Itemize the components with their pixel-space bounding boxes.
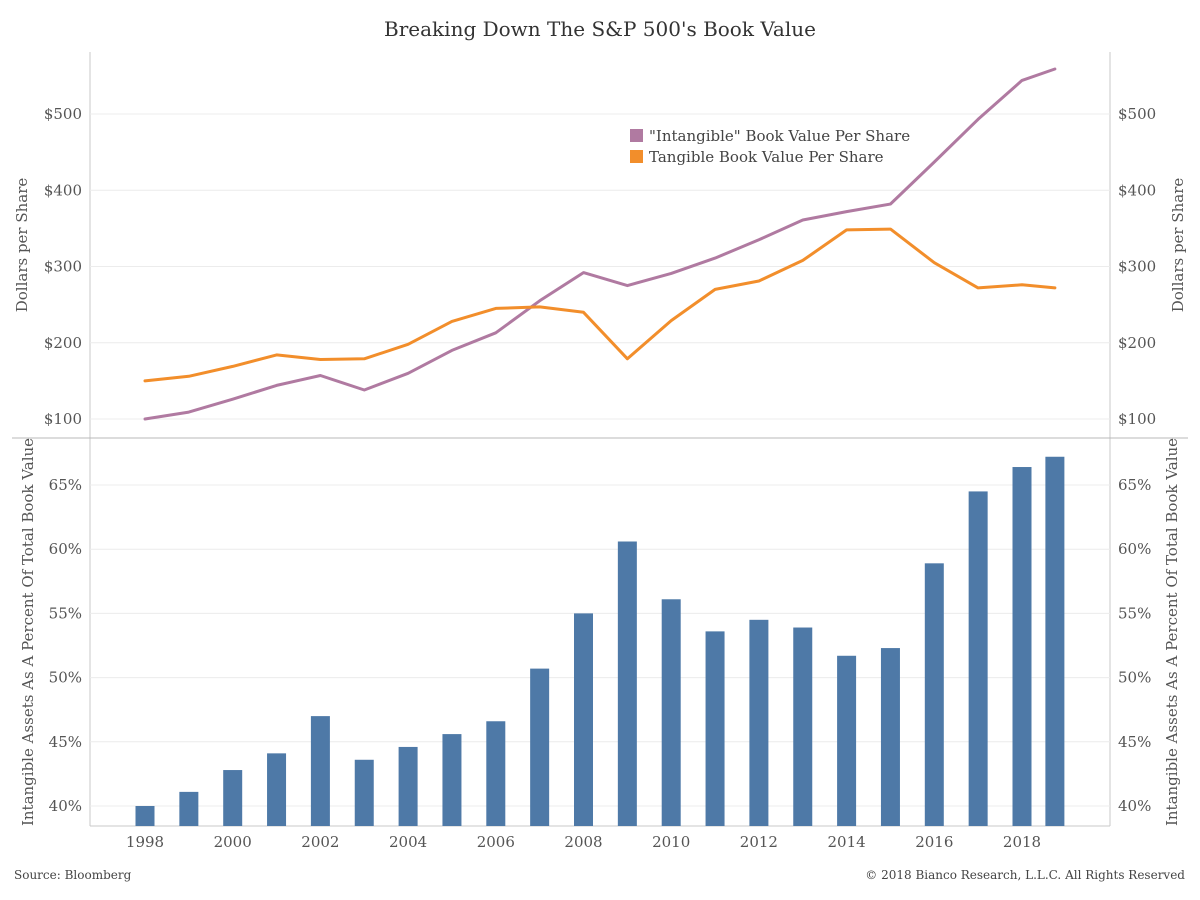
intangible-pct-bar xyxy=(530,668,550,826)
chart-title: Breaking Down The S&P 500's Book Value xyxy=(384,17,816,41)
legend-label: "Intangible" Book Value Per Share xyxy=(649,127,910,145)
intangible-pct-bar xyxy=(354,759,374,826)
bottom-right-tick-label: 50% xyxy=(1118,669,1151,687)
intangible-pct-bar xyxy=(661,599,681,826)
bottom-left-axis-title: Intangible Assets As A Percent Of Total … xyxy=(19,438,37,826)
x-tick-label: 2006 xyxy=(477,833,515,851)
intangible-pct-bar xyxy=(968,491,988,826)
source-note: Source: Bloomberg xyxy=(14,868,132,882)
intangible-pct-bar xyxy=(837,655,857,826)
bottom-right-tick-label: 55% xyxy=(1118,604,1151,622)
intangible-pct-bar xyxy=(705,631,725,826)
x-tick-label: 2004 xyxy=(389,833,427,851)
bottom-right-tick-label: 60% xyxy=(1118,540,1151,558)
intangible-pct-bar xyxy=(880,648,900,826)
top-right-tick-label: $500 xyxy=(1118,105,1156,123)
bottom-right-tick-label: 65% xyxy=(1118,476,1151,494)
legend-swatch xyxy=(630,150,643,163)
bottom-right-tick-label: 40% xyxy=(1118,797,1151,815)
intangible-book-value-line xyxy=(143,67,1057,421)
x-tick-label: 2002 xyxy=(301,833,339,851)
top-left-tick-label: $200 xyxy=(44,334,82,352)
x-tick-label: 2008 xyxy=(564,833,602,851)
gridlines xyxy=(90,113,1110,807)
bottom-left-tick-label: 60% xyxy=(49,540,82,558)
top-right-tick-label: $300 xyxy=(1118,258,1156,276)
data-marks xyxy=(135,67,1065,826)
bottom-left-tick-label: 55% xyxy=(49,604,82,622)
bottom-left-tick-label: 45% xyxy=(49,733,82,751)
intangible-pct-bar xyxy=(223,770,243,826)
x-tick-label: 2016 xyxy=(915,833,953,851)
x-tick-label: 2010 xyxy=(652,833,690,851)
intangible-pct-bar xyxy=(574,613,593,826)
tangible-book-value-line xyxy=(143,227,1057,383)
bottom-right-axis-title: Intangible Assets As A Percent Of Total … xyxy=(1163,438,1181,826)
intangible-pct-bar xyxy=(793,627,813,826)
axes: $100 $100 $200 $200 $300 $300 $400 $400 $500 $500… xyxy=(13,105,1187,851)
intangible-pct-bar xyxy=(310,716,330,826)
intangible-pct-bar xyxy=(749,619,769,826)
intangible-pct-bar xyxy=(1045,456,1065,826)
x-tick-label: 1998 xyxy=(126,833,164,851)
legend-label: Tangible Book Value Per Share xyxy=(649,148,884,166)
intangible-pct-bar xyxy=(617,541,637,826)
intangible-pct-bar xyxy=(924,563,944,826)
x-tick-label: 2018 xyxy=(1003,833,1041,851)
legend-swatch xyxy=(630,129,643,142)
legend: "Intangible" Book Value Per Share Tangibl… xyxy=(630,127,910,166)
top-left-axis-title: Dollars per Share xyxy=(13,178,31,313)
copyright-note: © 2018 Bianco Research, L.L.C. All Right… xyxy=(865,868,1185,882)
bottom-left-tick-label: 50% xyxy=(49,669,82,687)
top-left-tick-label: $400 xyxy=(44,181,82,199)
plot-frame xyxy=(12,52,1188,827)
x-tick-label: 2012 xyxy=(740,833,778,851)
top-left-tick-label: $500 xyxy=(44,105,82,123)
top-left-tick-label: $100 xyxy=(44,410,82,428)
top-left-tick-label: $300 xyxy=(44,258,82,276)
intangible-pct-bar xyxy=(267,753,287,826)
bottom-left-tick-label: 40% xyxy=(49,797,82,815)
intangible-pct-bar xyxy=(398,746,418,826)
intangible-pct-bar xyxy=(1012,467,1032,826)
bottom-right-tick-label: 45% xyxy=(1118,733,1151,751)
x-tick-label: 2014 xyxy=(828,833,866,851)
intangible-pct-bar xyxy=(179,791,199,826)
x-tick-label: 2000 xyxy=(214,833,252,851)
top-right-axis-title: Dollars per Share xyxy=(1169,178,1187,313)
intangible-pct-bar xyxy=(442,734,462,826)
intangible-pct-bar xyxy=(486,721,506,826)
top-right-tick-label: $100 xyxy=(1118,410,1156,428)
top-right-tick-label: $400 xyxy=(1118,181,1156,199)
top-right-tick-label: $200 xyxy=(1118,334,1156,352)
intangible-pct-bar xyxy=(135,806,155,826)
bottom-left-tick-label: 65% xyxy=(49,476,82,494)
